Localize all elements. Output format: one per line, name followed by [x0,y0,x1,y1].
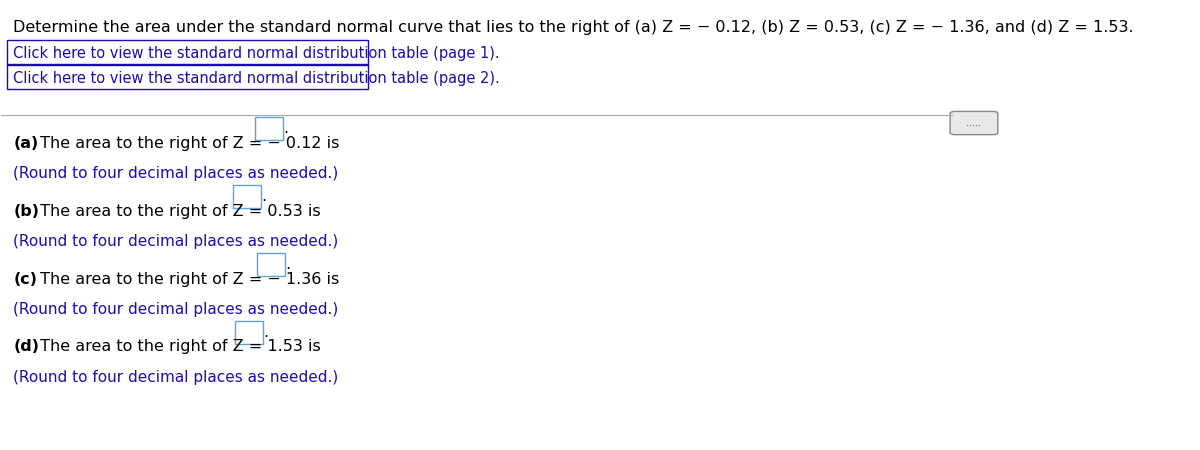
Text: (b): (b) [13,203,40,219]
Text: .: . [263,325,269,340]
Text: (Round to four decimal places as needed.): (Round to four decimal places as needed.… [13,234,338,249]
Text: The area to the right of Z = − 0.12 is: The area to the right of Z = − 0.12 is [35,135,340,151]
Text: The area to the right of Z = 1.53 is: The area to the right of Z = 1.53 is [35,339,320,355]
FancyBboxPatch shape [950,112,998,135]
Text: Determine the area under the standard normal curve that lies to the right of (a): Determine the area under the standard no… [13,20,1134,35]
Text: The area to the right of Z = 0.53 is: The area to the right of Z = 0.53 is [35,203,320,219]
Text: .....: ..... [966,118,982,128]
Text: (Round to four decimal places as needed.): (Round to four decimal places as needed.… [13,166,338,181]
Text: .: . [283,122,288,136]
Text: (d): (d) [13,339,40,355]
Text: (Round to four decimal places as needed.): (Round to four decimal places as needed.… [13,370,338,385]
Text: The area to the right of Z = − 1.36 is: The area to the right of Z = − 1.36 is [35,271,340,287]
Text: (a): (a) [13,135,38,151]
Text: .: . [286,257,290,272]
Text: (Round to four decimal places as needed.): (Round to four decimal places as needed.… [13,302,338,317]
Text: .: . [262,189,266,204]
Text: Click here to view the standard normal distribution table (page 2).: Click here to view the standard normal d… [13,71,500,86]
Text: (c): (c) [13,271,37,287]
Text: Click here to view the standard normal distribution table (page 1).: Click here to view the standard normal d… [13,46,500,61]
